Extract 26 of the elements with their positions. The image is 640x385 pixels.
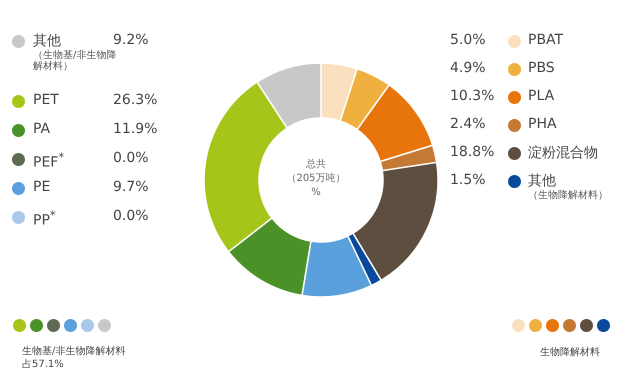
data-label: 2.4% (450, 116, 486, 132)
legend-label: PLA (528, 88, 554, 104)
data-label: 26.3% (113, 92, 158, 108)
data-label: 11.9% (113, 121, 158, 137)
legend-label: PP$^{*}$ (33, 208, 56, 229)
legend-label: PHA (528, 116, 557, 132)
data-label: 1.5% (450, 172, 486, 188)
legend-label: PBS (528, 60, 555, 76)
legend-label: PEF$^{*}$ (33, 150, 64, 171)
text: 总共（205万吨）% (285, 158, 347, 200)
data-label: 4.9% (450, 60, 486, 76)
data-label: 10.3% (450, 88, 494, 104)
data-label: 9.7% (113, 179, 149, 195)
legend-label: 其他（生物降解材料） (528, 172, 608, 201)
data-label: 18.8% (450, 144, 494, 160)
text: 生物基/非生物降解材料占57.1% (22, 345, 126, 371)
legend-label: PA (33, 121, 50, 137)
legend-label: PE (33, 179, 50, 195)
text: 生物降解材料 (540, 346, 600, 359)
text: 0.0% (113, 208, 149, 224)
legend-label: PET (33, 92, 59, 108)
data-label: 5.0% (450, 32, 486, 48)
data-label: 9.2% (113, 32, 149, 48)
legend-label: 淀粉混合物 (528, 144, 598, 162)
legend-label: PBAT (528, 32, 564, 48)
text: 0.0% (113, 150, 149, 166)
